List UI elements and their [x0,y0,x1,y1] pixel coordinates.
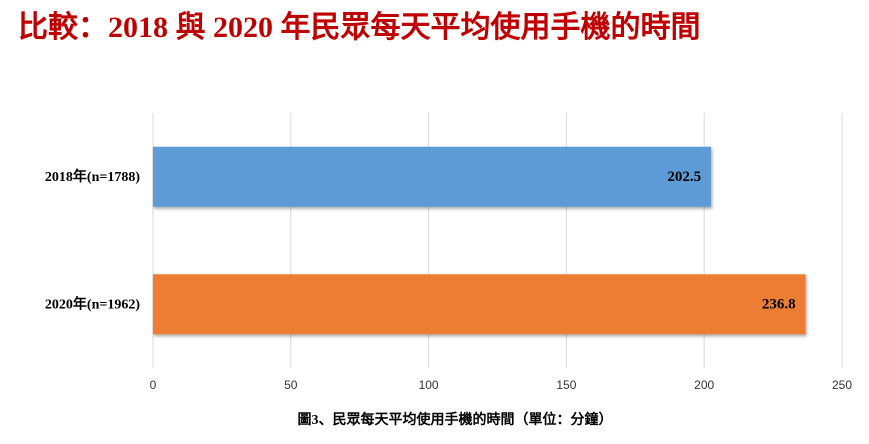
x-tick-label: 0 [150,378,157,392]
x-tick-label: 100 [419,378,439,392]
y-tick-label: 2020年(n=1962) [45,295,140,312]
x-tick-label: 150 [556,378,576,392]
x-tick-label: 50 [284,378,298,392]
bar [153,274,806,335]
x-tick-label: 250 [832,378,852,392]
x-tick-label: 200 [694,378,714,392]
value-label: 202.5 [667,169,701,185]
chart-title: 比較：2018 與 2020 年民眾每天平均使用手機的時間 [18,10,701,44]
bar [153,146,712,207]
caption: 圖3、民眾每天平均使用手機的時間（單位：分鐘） [298,411,613,428]
y-tick-label: 2018年(n=1788) [45,168,140,185]
value-label: 236.8 [762,297,796,313]
